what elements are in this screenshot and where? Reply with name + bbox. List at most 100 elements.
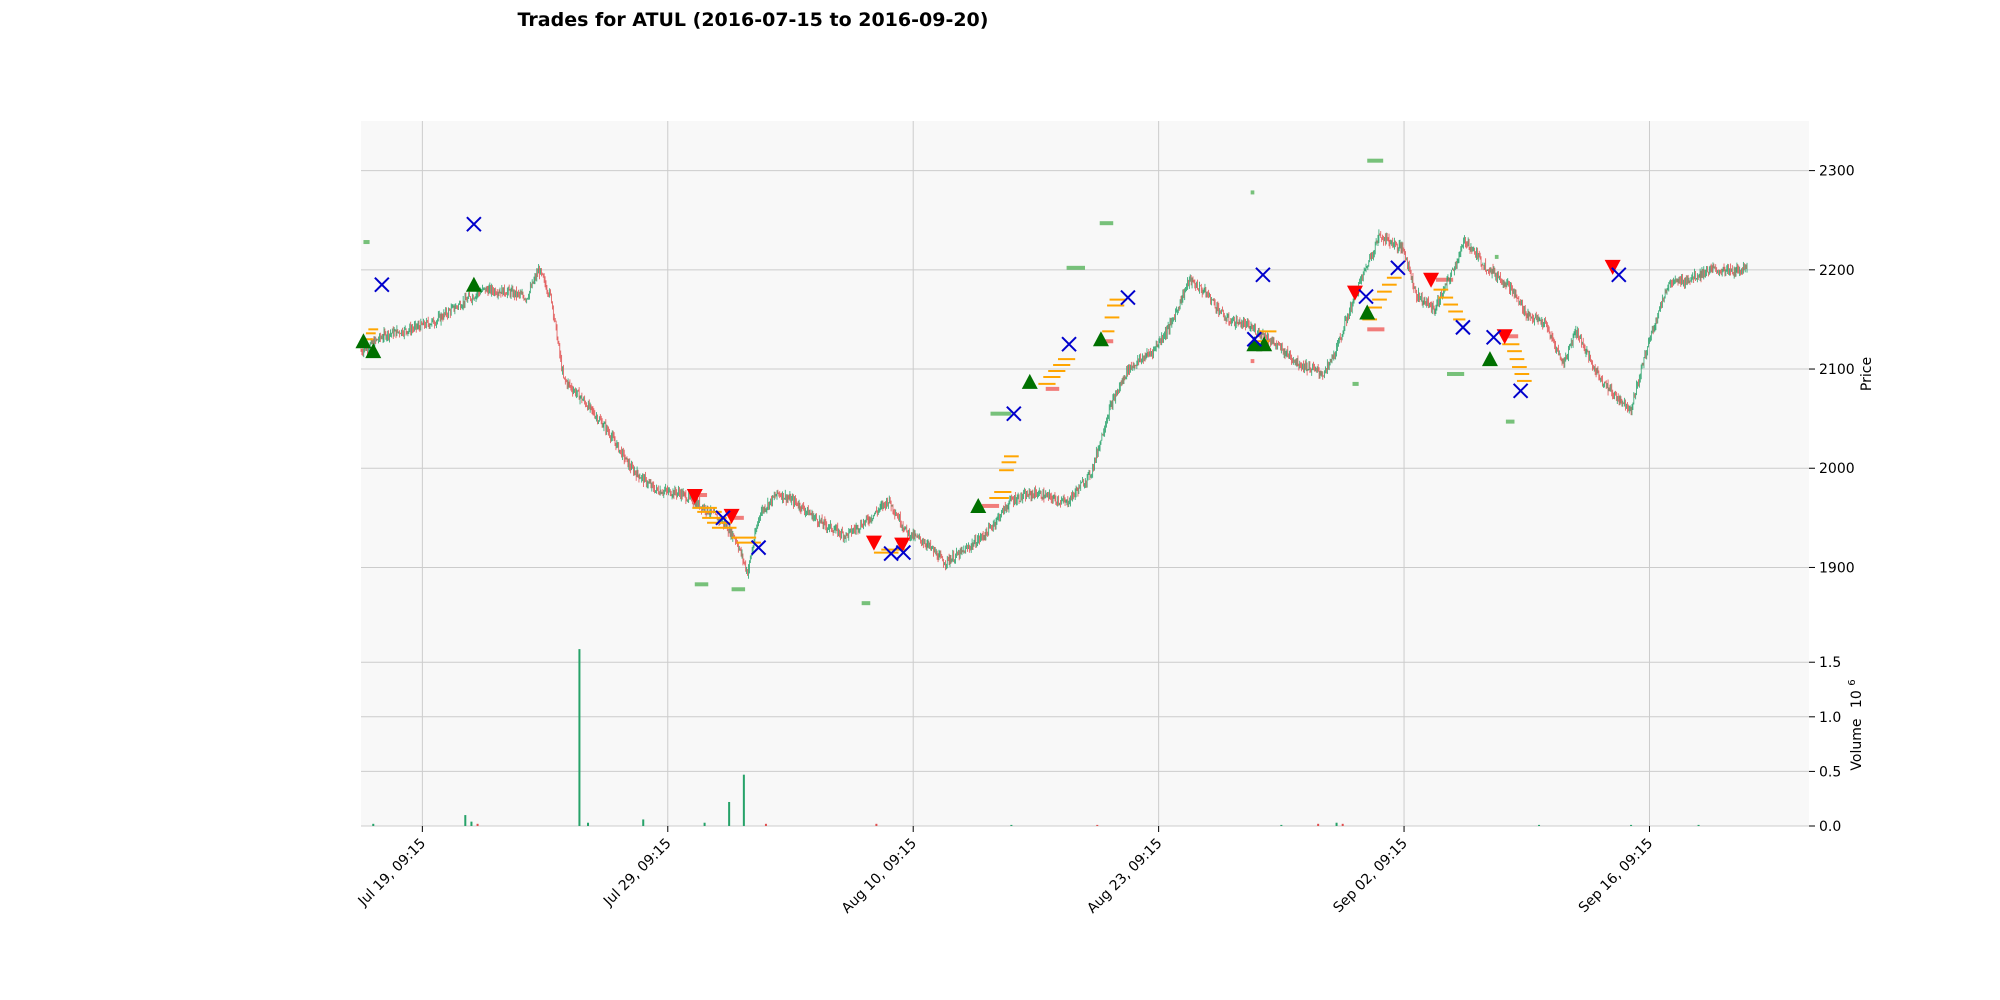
exit-marker: [1255, 267, 1271, 283]
buy-marker: [465, 276, 482, 292]
buy-marker: [970, 497, 987, 513]
price-tick-label: 2300: [1819, 164, 1855, 180]
sell-marker: [1496, 329, 1513, 345]
green-zone-bar: [1250, 190, 1255, 195]
exit-marker-stroke: [1390, 260, 1406, 276]
volume-bar: [464, 815, 467, 826]
red-zone-bar: [1250, 359, 1255, 364]
price-y-ticks: 1900 2000 2100 2200 2300: [1809, 164, 1855, 576]
x-axis-ticks: Jul 19, 09:15 Jul 29, 09:15 Aug 10, 09:15 A…: [355, 826, 1657, 917]
price-panel: 1900 2000 2100 2200 2300 Price: [355, 121, 1875, 624]
price-tick-label: 2200: [1819, 263, 1855, 279]
red-zone-bar: [981, 503, 1000, 508]
volume-bar: [1538, 824, 1541, 826]
volume-tick-label: 0.5: [1819, 764, 1841, 780]
red-zone-bar: [731, 515, 744, 520]
exit-marker: [466, 216, 482, 232]
volume-grid: [361, 661, 1809, 827]
price-tick-label: 2100: [1819, 362, 1855, 378]
exit-marker-stroke: [750, 539, 767, 556]
green-zone-bar: [1066, 265, 1085, 270]
green-zone-bar: [1505, 419, 1515, 424]
buy-marker: [355, 333, 372, 349]
volume-bar: [742, 774, 745, 826]
exit-marker: [1512, 383, 1529, 399]
volume-bar: [587, 822, 590, 826]
zone-bars: [363, 158, 1519, 606]
trade-markers: [355, 216, 1627, 562]
volume-tick-label: 1.5: [1819, 655, 1841, 671]
volume-x-gridlines: [421, 624, 1650, 826]
exit-marker: [1358, 288, 1374, 305]
volume-bar: [372, 823, 375, 826]
volume-bar: [875, 823, 878, 826]
buy-marker: [1021, 373, 1038, 389]
buy-marker: [365, 343, 382, 359]
red-zone-bar: [694, 493, 708, 498]
volume-bar: [1096, 824, 1099, 826]
volume-tick-label: 1.0: [1819, 710, 1841, 726]
red-zone-bar: [1367, 327, 1385, 332]
volume-y-ticks: 0.0 0.5 1.0 1.5: [1809, 655, 1841, 835]
volume-bar: [1697, 824, 1700, 826]
exit-marker: [374, 276, 390, 293]
sell-marker: [865, 535, 882, 551]
green-zone-bar: [1447, 371, 1465, 376]
green-zone-bar: [1367, 158, 1384, 163]
green-zone-bar: [694, 582, 709, 587]
exit-marker: [1611, 267, 1627, 283]
buy-marker: [1359, 304, 1376, 320]
exit-marker-stroke: [895, 544, 912, 561]
chart-title: Trades for ATUL (2016-07-15 to 2016-09-2…: [518, 9, 989, 31]
price-grid: [361, 170, 1809, 568]
exit-marker: [883, 545, 899, 562]
exit-marker: [895, 544, 912, 561]
exit-marker-stroke: [1611, 267, 1627, 283]
volume-bar: [1280, 824, 1283, 826]
exit-marker: [715, 510, 731, 526]
exit-marker-stroke: [1255, 267, 1271, 283]
buy-marker: [1256, 336, 1273, 352]
price-x-gridlines: [421, 121, 1650, 624]
volume-tick-label: 0.0: [1819, 819, 1841, 835]
volume-axis-label-exp: 10: [1849, 690, 1865, 708]
exit-marker: [1246, 331, 1263, 347]
green-zone-bar: [861, 601, 871, 606]
x-tick-label: Sep 16, 09:15: [1576, 836, 1657, 917]
volume-axis-label-main: Volume: [1849, 719, 1865, 771]
volume-bar: [703, 822, 706, 826]
exit-marker: [1390, 260, 1406, 276]
exit-marker-stroke: [1455, 319, 1471, 336]
svg-text:Volume 10 6: Volume 10 6: [1847, 679, 1865, 770]
red-zone-bar: [1507, 334, 1519, 339]
volume-bar: [578, 649, 581, 826]
volume-bar: [1010, 824, 1013, 826]
exit-marker-stroke: [1120, 289, 1136, 306]
volume-bar: [764, 823, 767, 826]
x-tick-label: Jul 19, 09:15: [355, 836, 430, 911]
volume-bar: [1335, 822, 1338, 826]
x-tick-label: Sep 02, 09:15: [1330, 836, 1411, 917]
exit-marker-stroke: [1006, 405, 1022, 422]
x-tick-label: Jul 29, 09:15: [600, 836, 675, 911]
exit-marker: [1120, 289, 1136, 306]
volume-axis-label-sup: 6: [1847, 679, 1858, 685]
green-zone-bar: [1352, 381, 1359, 386]
exit-marker-stroke: [466, 216, 482, 232]
volume-bars: [372, 649, 1700, 826]
x-tick-label: Aug 10, 09:15: [839, 836, 920, 917]
price-tick-label: 1900: [1819, 560, 1855, 576]
sell-marker: [1423, 272, 1440, 288]
red-zone-bar: [1435, 277, 1454, 282]
sell-marker: [894, 537, 911, 553]
exit-marker: [1455, 319, 1471, 336]
volume-bar: [1317, 823, 1320, 826]
exit-marker-stroke: [374, 276, 390, 293]
exit-marker-stroke: [715, 510, 731, 526]
exit-marker-stroke: [883, 545, 899, 562]
exit-marker-stroke: [1485, 329, 1502, 345]
volume-panel-background: [361, 624, 1809, 826]
exit-marker-stroke: [1061, 336, 1077, 352]
volume-bar: [476, 823, 479, 826]
